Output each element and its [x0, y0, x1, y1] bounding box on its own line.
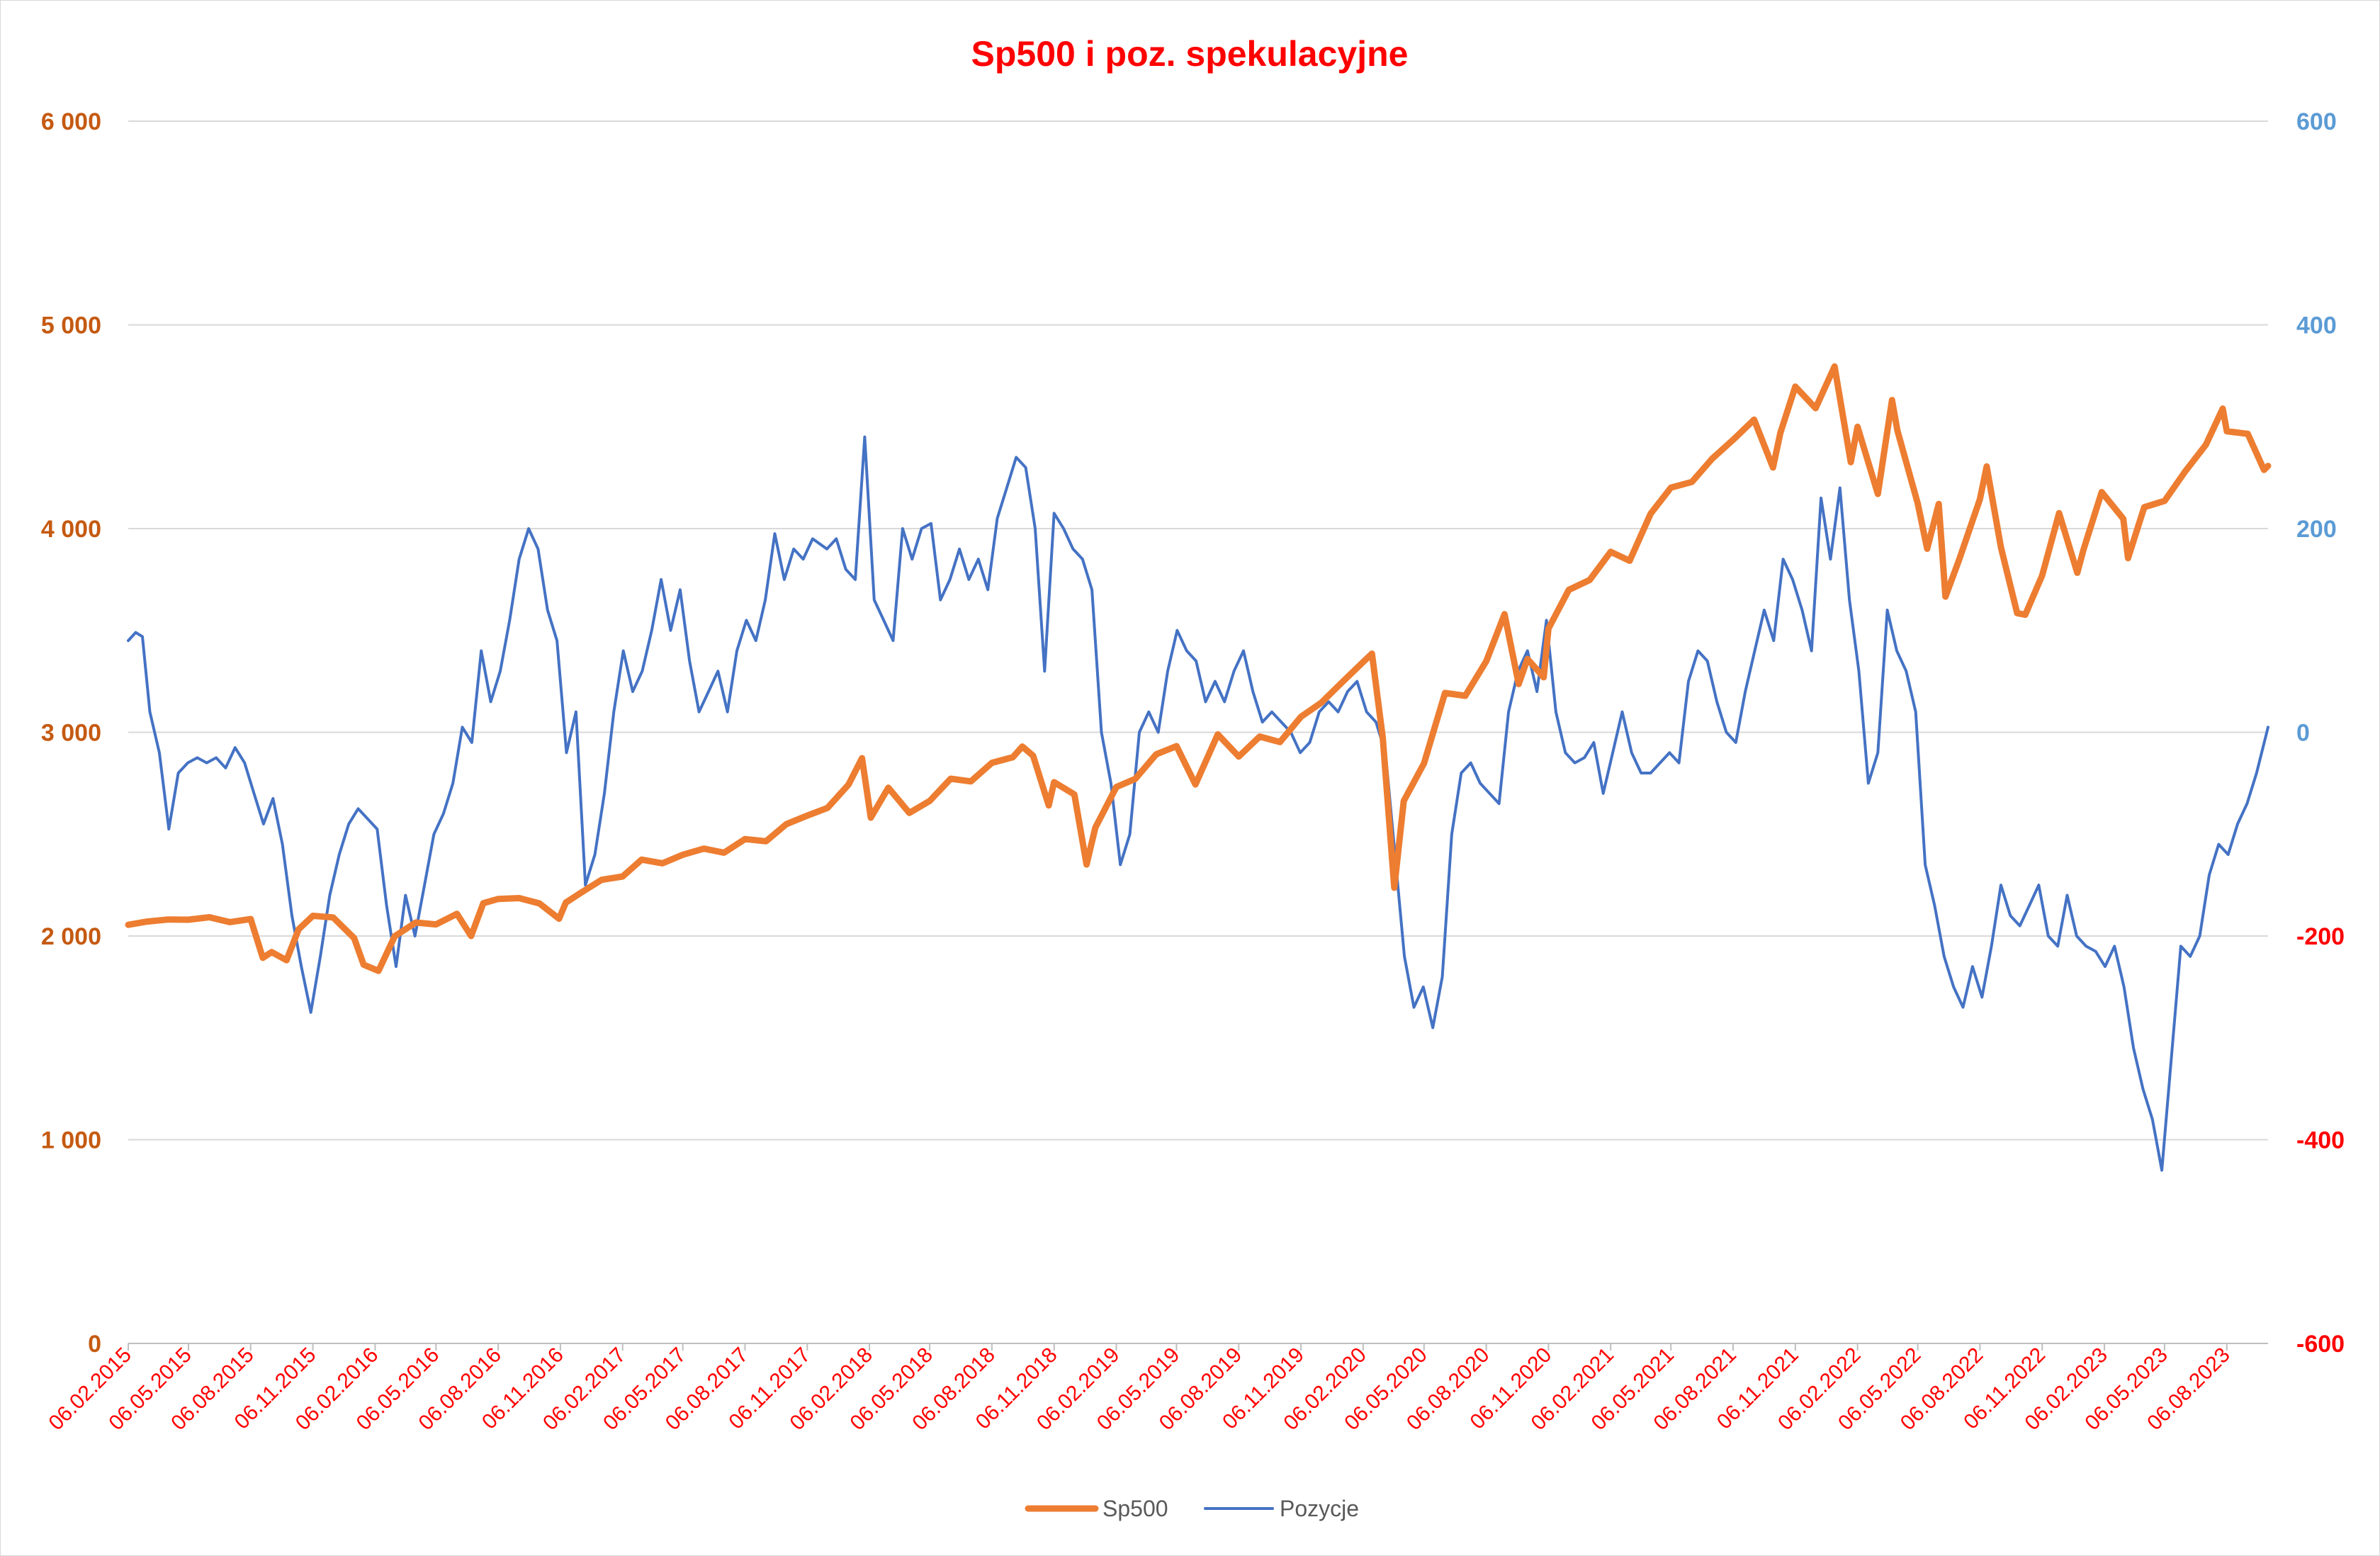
series-line-sp500: [125, 363, 2272, 974]
right-axis-tick-label: -400: [2296, 1127, 2345, 1154]
series-line-pozycje: [127, 435, 2269, 1172]
left-axis-tick-label: 6 000: [41, 108, 101, 135]
right-axis-tick-label: -200: [2296, 923, 2345, 950]
gridlines: [128, 120, 2268, 1141]
right-axis-tick-labels: -600 -400 -200 0 200 400 600: [2296, 108, 2345, 1358]
series-layer: [125, 363, 2272, 1172]
legend: Sp500 Pozycje: [1025, 1496, 1359, 1521]
legend-label-pozycje: Pozycje: [1280, 1496, 1359, 1521]
right-axis-tick-label: 600: [2296, 108, 2337, 135]
left-axis-tick-label: 1 000: [41, 1127, 101, 1154]
right-axis-tick-label: 400: [2296, 312, 2337, 339]
left-axis-tick-labels: 0 1 000 2 000 3 000 4 000 5 000 6 000: [41, 108, 101, 1358]
left-axis-tick-label: 2 000: [41, 923, 101, 950]
right-axis-tick-label: 200: [2296, 516, 2337, 543]
left-axis-tick-label: 4 000: [41, 516, 101, 543]
legend-label-sp500: Sp500: [1102, 1496, 1168, 1521]
right-axis-tick-label: -600: [2296, 1331, 2345, 1358]
left-axis-tick-label: 5 000: [41, 312, 101, 339]
x-axis: 06.02.201506.05.201506.08.201506.11.2015…: [44, 1343, 2268, 1435]
right-axis-tick-label: 0: [2296, 720, 2310, 747]
left-axis-tick-label: 0: [88, 1331, 101, 1358]
chart-title: Sp500 i poz. spekulacyjne: [971, 34, 1409, 74]
left-axis-tick-label: 3 000: [41, 720, 101, 747]
